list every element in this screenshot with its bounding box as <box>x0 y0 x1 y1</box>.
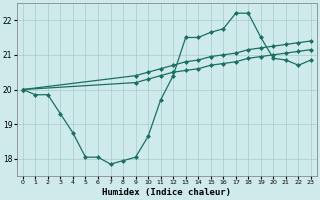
X-axis label: Humidex (Indice chaleur): Humidex (Indice chaleur) <box>102 188 231 197</box>
